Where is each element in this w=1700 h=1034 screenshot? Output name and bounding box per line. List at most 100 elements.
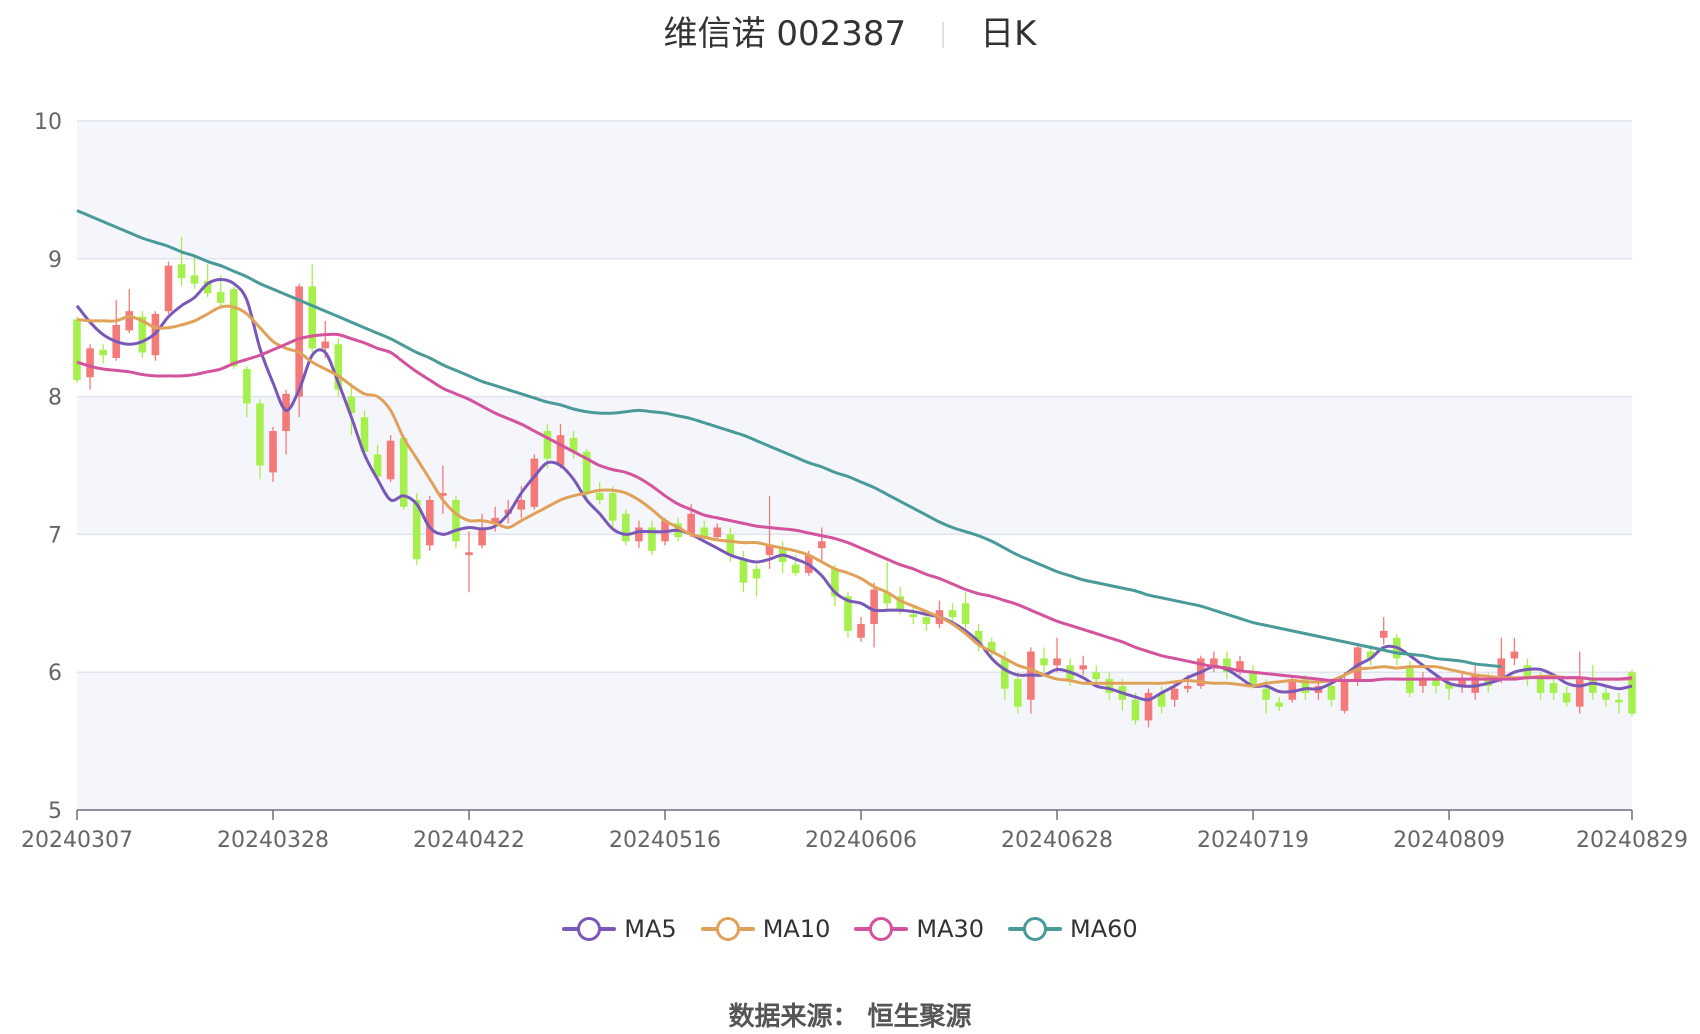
candle-body [543, 431, 552, 459]
candle [256, 399, 264, 480]
candle-body [635, 527, 643, 542]
legend: MA5 MA10 MA30 MA60 [0, 915, 1700, 947]
candle-body [1458, 679, 1466, 686]
legend-item-ma60[interactable]: MA60 [1008, 915, 1138, 943]
candle [269, 426, 277, 483]
candle-body [752, 568, 761, 579]
candle [112, 300, 120, 361]
candle-body [1445, 683, 1453, 689]
legend-item-ma10[interactable]: MA10 [700, 915, 830, 943]
candle-body [86, 348, 94, 378]
candle-body [1079, 665, 1087, 670]
candle-body [987, 641, 996, 652]
candle-body [1105, 679, 1114, 693]
candle [1419, 672, 1427, 693]
legend-marker [854, 917, 909, 941]
candle-body [439, 493, 447, 496]
candle-body [321, 341, 330, 349]
candle-body [791, 564, 800, 573]
candle-body [739, 559, 748, 583]
candle-body [465, 552, 473, 556]
candle-body [373, 454, 382, 477]
candle [909, 606, 918, 624]
candle-body [1602, 692, 1610, 700]
candle-body [961, 603, 970, 624]
candle [73, 316, 81, 383]
candle-body [713, 527, 722, 538]
x-tick-label: 20240809 [1393, 828, 1505, 853]
candle [648, 520, 656, 556]
candle [1053, 637, 1061, 673]
candle [530, 454, 539, 510]
candle-body [1053, 658, 1061, 666]
candle-body [1432, 679, 1440, 686]
candle-body [1536, 679, 1545, 693]
candle [1210, 651, 1218, 673]
candle-body [844, 596, 852, 631]
background-band [77, 121, 1632, 259]
candle [1105, 672, 1114, 700]
candle [713, 523, 722, 542]
candle [1628, 669, 1636, 717]
candle-body [1157, 692, 1166, 707]
candle [857, 617, 865, 642]
candle-body [622, 513, 630, 542]
candle-body [138, 316, 147, 353]
candle [987, 637, 996, 659]
y-axis-ticks: 5 6 7 8 9 10 [34, 110, 62, 824]
candle-body [974, 630, 983, 645]
candle [295, 283, 303, 418]
candle-body [1144, 692, 1153, 721]
candle-body [1523, 665, 1532, 680]
candle [177, 236, 186, 287]
candle [1223, 651, 1231, 680]
x-tick-label: 20240422 [413, 828, 525, 853]
candle-body [216, 291, 225, 303]
kline-chart: 5 6 7 8 9 10 20240307 20240328 20240422 20240516… [21, 110, 1688, 853]
moving-average-lines [75, 209, 1633, 702]
ma-line-ma5 [75, 277, 1633, 702]
candle-body [1262, 688, 1270, 700]
candle-body [1497, 658, 1506, 680]
data-source-note: 数据来源： 恒生聚源 [728, 1002, 972, 1032]
ma-line-ma10 [76, 304, 1632, 688]
candle-body [595, 493, 604, 500]
candle [164, 261, 173, 314]
candle-body [1170, 688, 1179, 700]
candle-body [1040, 658, 1048, 666]
legend-label: MA30 [916, 915, 985, 943]
title-separator [942, 22, 945, 48]
candle-body [1575, 679, 1584, 707]
candle [883, 561, 891, 611]
candle [465, 531, 473, 593]
candle-body [765, 545, 774, 556]
legend-item-ma5[interactable]: MA5 [562, 915, 677, 943]
candle [1549, 679, 1558, 700]
ma-line-ma60 [76, 209, 1502, 669]
candle [818, 527, 826, 562]
candle [948, 603, 957, 624]
candle-body [700, 527, 709, 538]
candle-body [243, 369, 251, 404]
candle [125, 289, 134, 334]
candle-body [948, 610, 957, 618]
candle-body [1366, 651, 1375, 659]
candle-body [1353, 647, 1362, 680]
candle-body [164, 265, 173, 312]
x-tick-label: 20240516 [609, 828, 721, 853]
candle-body [1131, 699, 1140, 721]
candle [1458, 672, 1466, 693]
candle-body [1340, 679, 1349, 711]
candle [308, 264, 316, 353]
candle-body [426, 499, 434, 546]
y-tick-label: 10 [34, 110, 62, 135]
candle [974, 623, 983, 652]
candle [347, 382, 356, 436]
candle-body [922, 617, 931, 624]
candle-body [1327, 685, 1336, 700]
candle-body [308, 286, 316, 349]
candle [870, 582, 878, 648]
candle-body [1471, 674, 1479, 693]
legend-item-ma30[interactable]: MA30 [854, 915, 984, 943]
candle [1497, 637, 1506, 684]
